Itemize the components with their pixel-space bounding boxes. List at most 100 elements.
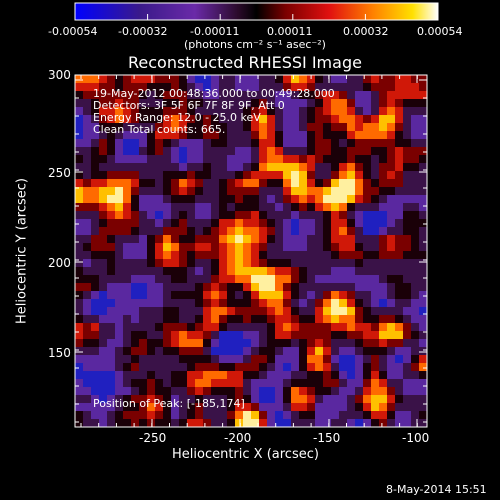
heatmap-pixel	[179, 115, 188, 124]
heatmap-pixel	[155, 235, 164, 244]
heatmap-pixel	[91, 339, 100, 348]
heatmap-pixel	[411, 115, 420, 124]
heatmap-pixel	[115, 331, 124, 340]
heatmap-pixel	[99, 131, 108, 140]
heatmap-pixel	[323, 107, 332, 116]
heatmap-pixel	[371, 363, 380, 372]
heatmap-pixel	[267, 107, 276, 116]
heatmap-pixel	[259, 227, 268, 236]
heatmap-pixel	[259, 363, 268, 372]
heatmap-pixel	[139, 227, 148, 236]
heatmap-pixel	[355, 283, 364, 292]
heatmap-pixel	[299, 283, 308, 292]
heatmap-pixel	[291, 323, 300, 332]
heatmap-pixel	[387, 139, 396, 148]
heatmap-pixel	[203, 355, 212, 364]
heatmap-pixel	[203, 171, 212, 180]
heatmap-pixel	[139, 187, 148, 196]
heatmap-pixel	[331, 355, 340, 364]
heatmap-pixel	[411, 387, 420, 396]
heatmap-pixel	[275, 283, 284, 292]
heatmap-pixel	[75, 235, 84, 244]
heatmap-pixel	[307, 227, 316, 236]
heatmap-pixel	[147, 299, 156, 308]
heatmap-pixel	[227, 371, 236, 380]
heatmap-pixel	[363, 171, 372, 180]
heatmap-pixel	[315, 139, 324, 148]
heatmap-pixel	[235, 91, 244, 100]
heatmap-pixel	[347, 147, 356, 156]
heatmap-pixel	[395, 163, 404, 172]
heatmap-pixel	[323, 267, 332, 276]
heatmap-pixel	[315, 179, 324, 188]
heatmap-pixel	[419, 203, 427, 212]
heatmap-pixel	[171, 347, 180, 356]
heatmap-pixel	[179, 163, 188, 172]
heatmap-pixel	[371, 355, 380, 364]
heatmap-pixel	[187, 171, 196, 180]
heatmap-pixel	[259, 315, 268, 324]
heatmap-pixel	[211, 99, 220, 108]
heatmap-pixel	[411, 307, 420, 316]
heatmap-pixel	[347, 227, 356, 236]
heatmap-pixel	[91, 107, 100, 116]
heatmap-pixel	[347, 347, 356, 356]
heatmap-pixel	[419, 387, 427, 396]
heatmap-pixel	[91, 131, 100, 140]
heatmap-pixel	[187, 251, 196, 260]
heatmap-pixel	[331, 203, 340, 212]
heatmap-pixel	[403, 259, 412, 268]
heatmap-pixel	[331, 243, 340, 252]
heatmap-pixel	[243, 291, 252, 300]
heatmap-pixel	[235, 123, 244, 132]
heatmap-pixel	[123, 123, 132, 132]
heatmap-pixel	[419, 91, 427, 100]
heatmap-pixel	[243, 347, 252, 356]
heatmap-pixel	[75, 219, 84, 228]
heatmap-pixel	[123, 147, 132, 156]
heatmap-pixel	[139, 307, 148, 316]
heatmap-pixel	[195, 187, 204, 196]
heatmap-pixel	[171, 307, 180, 316]
heatmap-pixel	[275, 275, 284, 284]
heatmap-pixel	[163, 147, 172, 156]
heatmap-pixel	[291, 379, 300, 388]
heatmap-pixel	[379, 259, 388, 268]
heatmap-pixel	[299, 363, 308, 372]
heatmap-pixel	[99, 203, 108, 212]
heatmap-pixel	[155, 331, 164, 340]
heatmap-pixel	[163, 163, 172, 172]
heatmap-pixel	[299, 419, 308, 427]
heatmap-pixel	[355, 187, 364, 196]
heatmap-pixel	[219, 371, 228, 380]
heatmap-pixel	[203, 291, 212, 300]
heatmap-pixel	[323, 251, 332, 260]
heatmap-pixel	[363, 363, 372, 372]
heatmap-pixel	[347, 171, 356, 180]
heatmap-pixel	[211, 91, 220, 100]
heatmap-pixel	[99, 411, 108, 420]
heatmap-pixel	[251, 323, 260, 332]
heatmap-pixel	[75, 347, 84, 356]
heatmap-pixel	[123, 299, 132, 308]
heatmap-pixel	[107, 147, 116, 156]
heatmap-pixel	[379, 107, 388, 116]
heatmap-pixel	[403, 75, 412, 84]
heatmap-pixel	[75, 307, 84, 316]
heatmap-pixel	[315, 307, 324, 316]
heatmap-pixel	[419, 379, 427, 388]
heatmap-pixel	[339, 291, 348, 300]
heatmap-pixel	[363, 387, 372, 396]
heatmap-pixel	[283, 139, 292, 148]
heatmap-pixel	[411, 99, 420, 108]
heatmap-pixel	[363, 139, 372, 148]
heatmap-pixel	[339, 123, 348, 132]
heatmap-pixel	[123, 419, 132, 427]
heatmap-pixel	[203, 347, 212, 356]
heatmap-pixel	[115, 179, 124, 188]
heatmap-pixel	[139, 115, 148, 124]
heatmap-pixel	[299, 267, 308, 276]
heatmap-pixel	[331, 131, 340, 140]
heatmap-pixel	[259, 155, 268, 164]
heatmap-pixel	[139, 403, 148, 412]
